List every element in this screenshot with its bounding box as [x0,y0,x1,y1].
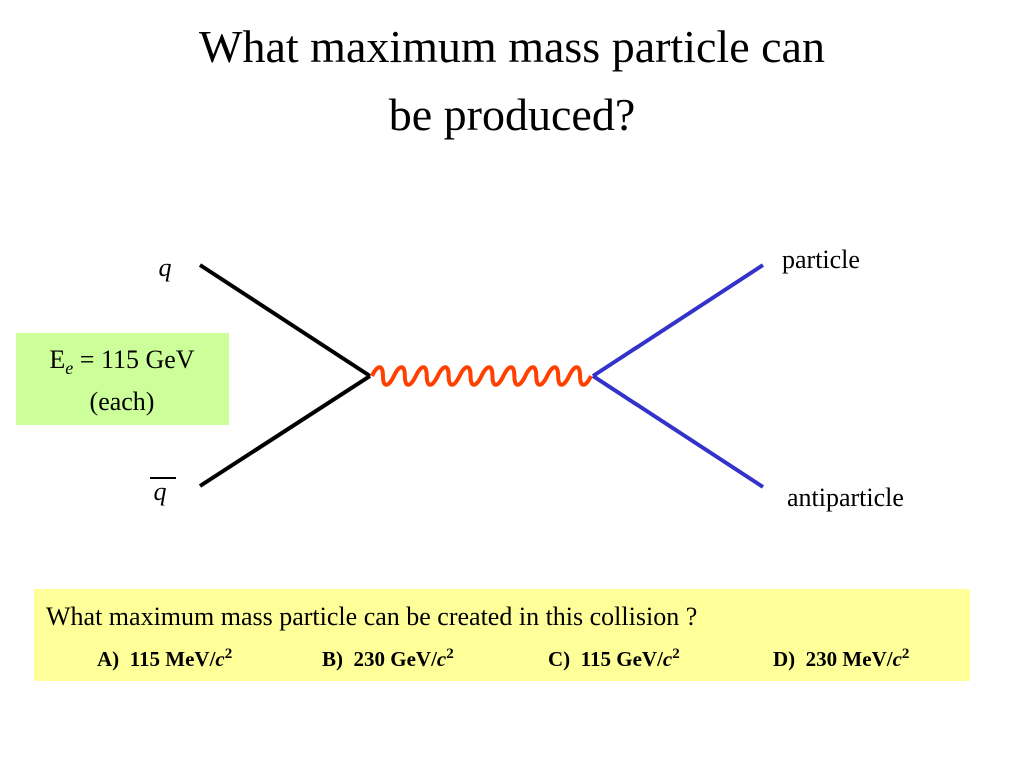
options: A) 115 MeV/c2 B) 230 GeV/c2 C) 115 GeV/c2 D… [97,646,909,671]
quark-line [198,263,372,378]
quark-label: q [159,253,172,282]
option-power: 2 [225,646,233,662]
particle-label: particle [782,245,860,274]
option: A) 115 MeV/c2 [97,646,232,671]
option: B) 230 GeV/c2 [322,646,454,671]
option-value: 115 GeV/ [581,647,664,671]
option-power: 2 [446,646,454,662]
energy-subscript: e [65,358,73,378]
energy-text: Ee = 115 GeV [49,345,194,380]
option-label: A) [97,647,119,671]
antiparticle-line [591,374,765,489]
particle-line [591,263,765,378]
antiparticle-label: antiparticle [787,483,904,512]
option-value: 230 MeV/ [806,647,894,671]
option: D) 230 MeV/c2 [773,646,909,671]
option-unit: c [663,647,673,671]
option-unit: c [215,647,225,671]
option-power: 2 [902,646,910,662]
antiquark-label: q [154,477,167,506]
option-label: C) [548,647,570,671]
question-text: What maximum mass particle can be create… [46,602,697,631]
option: C) 115 GeV/c2 [548,646,680,671]
question-box [34,589,970,681]
energy-symbol: E [49,345,65,374]
energy-value: = 115 GeV [80,345,195,374]
energy-note: (each) [90,387,155,416]
option-label: B) [322,647,343,671]
boson-line [370,365,593,387]
title-line: be produced? [389,89,636,140]
option-power: 2 [672,646,680,662]
option-unit: c [437,647,447,671]
energy-box [16,333,229,425]
antiquark-line [198,374,372,488]
option-unit: c [893,647,903,671]
option-label: D) [773,647,795,671]
option-value: 115 MeV/ [130,647,217,671]
title-line: What maximum mass particle can [199,21,825,72]
option-value: 230 GeV/ [354,647,439,671]
